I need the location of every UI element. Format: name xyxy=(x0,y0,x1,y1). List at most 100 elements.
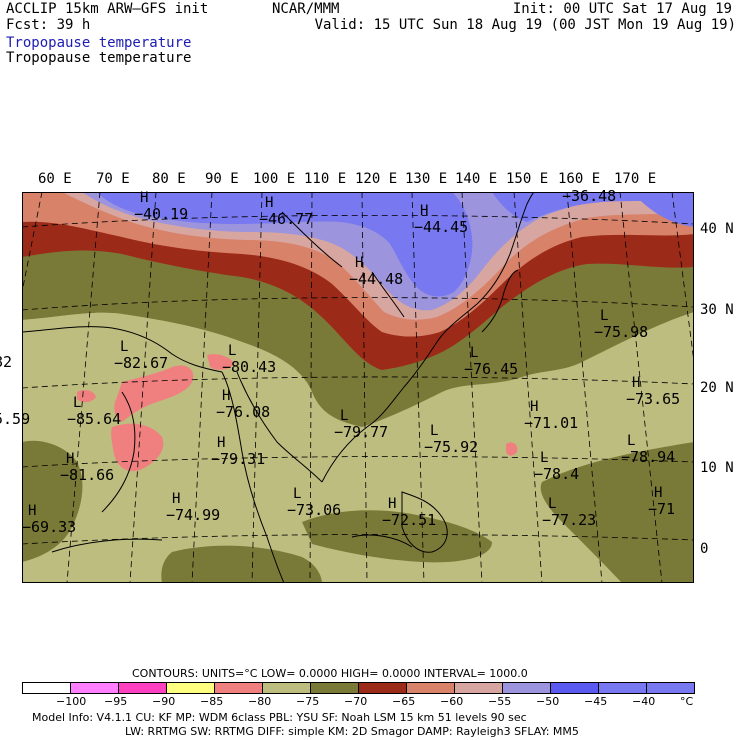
extremum-value: −76.08 xyxy=(216,403,271,421)
colorbar-label: −85 xyxy=(200,695,224,708)
high-marker: H xyxy=(355,255,364,271)
high-marker: H xyxy=(420,203,429,219)
colorbar-box xyxy=(550,682,599,694)
colorbar-box xyxy=(70,682,119,694)
lon-label: 60 E xyxy=(38,171,72,187)
colorbar-label: −75 xyxy=(296,695,320,708)
lon-label: 170 E xyxy=(614,171,657,187)
lat-label: 30 N xyxy=(700,302,734,318)
high-marker: H xyxy=(66,451,75,467)
lon-label: 80 E xyxy=(152,171,186,187)
colorbar-box xyxy=(598,682,647,694)
contours-info: CONTOURS: UNITS=°C LOW= 0.0000 HIGH= 0.0… xyxy=(132,667,528,680)
lat-label: 20 N xyxy=(700,380,734,396)
model-title: ACCLIP 15km ARW–GFS init xyxy=(6,1,209,17)
lon-label: 120 E xyxy=(355,171,398,187)
high-marker: H xyxy=(28,503,37,519)
fill-cold-patch xyxy=(207,354,234,370)
fill-cold-patch xyxy=(77,389,96,403)
extremum-value: −40.19 xyxy=(134,205,189,223)
extremum-value: −69.33 xyxy=(22,518,77,536)
fill-olive-center xyxy=(302,510,492,563)
extremum-value: −44.45 xyxy=(414,218,469,236)
low-marker: L xyxy=(228,343,237,359)
fill-blue-corner xyxy=(632,192,694,227)
lat-label: 10 N xyxy=(700,460,734,476)
extremum-value: −71 xyxy=(648,500,676,518)
fill-olive-sw xyxy=(22,440,83,562)
colorbar-box xyxy=(502,682,551,694)
low-marker: L xyxy=(73,395,82,411)
extremum-value: −80.43 xyxy=(222,358,277,376)
colorbar-box xyxy=(22,682,71,694)
colorbar-label: −60 xyxy=(440,695,464,708)
fill-cold-patch xyxy=(114,365,194,422)
extremum-value: −44.48 xyxy=(349,270,404,288)
colorbar-box xyxy=(646,682,695,694)
map-frame xyxy=(22,192,694,583)
extremum-value: −82.67 xyxy=(114,354,169,372)
lat-label: 0 xyxy=(700,541,709,557)
lon-label: 70 E xyxy=(96,171,130,187)
extremum-value: −79.31 xyxy=(211,450,266,468)
low-marker: L xyxy=(120,339,129,355)
colorbar-label: °C xyxy=(680,695,694,708)
lon-label: 150 E xyxy=(506,171,549,187)
coastlines xyxy=(22,192,535,583)
lon-label: 110 E xyxy=(304,171,347,187)
lon-label: 90 E xyxy=(205,171,239,187)
colorbar-box xyxy=(406,682,455,694)
colorbar-box xyxy=(262,682,311,694)
extremum-value: −76.45 xyxy=(464,360,519,378)
colorbar-box xyxy=(118,682,167,694)
high-marker: H xyxy=(172,491,181,507)
extremum-value: 82 xyxy=(0,353,13,371)
high-marker: H xyxy=(388,496,397,512)
extremum-value: 5.59 xyxy=(0,410,31,428)
field-title-contours: Tropopause temperature xyxy=(6,50,192,66)
extremum-value: −75.92 xyxy=(424,438,479,456)
model-info-line1: Model Info: V4.1.1 CU: KF MP: WDM 6class… xyxy=(32,711,527,724)
lat-label: 40 N xyxy=(700,221,734,237)
extremum-value: −72.51 xyxy=(382,511,437,529)
high-marker: H xyxy=(140,190,149,206)
extremum-value: −81.66 xyxy=(60,466,115,484)
high-marker: H xyxy=(222,388,231,404)
extremum-value: −36.48 xyxy=(562,187,617,205)
extremum-value: −75.98 xyxy=(594,323,649,341)
colorbar-label: −65 xyxy=(392,695,416,708)
colorbar-label: −50 xyxy=(536,695,560,708)
low-marker: L xyxy=(600,308,609,324)
high-marker: H xyxy=(654,485,663,501)
lon-label: 160 E xyxy=(558,171,601,187)
colorbar-label: −40 xyxy=(632,695,656,708)
low-marker: L xyxy=(540,450,549,466)
high-marker: H xyxy=(632,375,641,391)
extremum-value: −85.64 xyxy=(67,410,122,428)
colorbar-label: −55 xyxy=(488,695,512,708)
low-marker: L xyxy=(548,496,557,512)
extremum-value: −71.01 xyxy=(524,414,579,432)
extremum-value: −79.77 xyxy=(334,423,389,441)
low-marker: L xyxy=(340,408,349,424)
colorbar-label: −45 xyxy=(584,695,608,708)
low-marker: L xyxy=(430,423,439,439)
extremum-value: −77.23 xyxy=(542,511,597,529)
field-title-shaded: Tropopause temperature xyxy=(6,35,192,51)
colorbar-box xyxy=(310,682,359,694)
colorbar-box xyxy=(454,682,503,694)
extremum-value: −74.99 xyxy=(166,506,221,524)
colorbar-box xyxy=(166,682,215,694)
organization: NCAR/MMM xyxy=(272,1,340,17)
model-info-line2: LW: RRTMG SW: RRTMG DIFF: simple KM: 2D … xyxy=(125,725,579,738)
extremum-value: −78.4 xyxy=(534,465,580,483)
colorbar-label: −100 xyxy=(56,695,87,708)
low-marker: L xyxy=(627,433,636,449)
extremum-value: −73.06 xyxy=(287,501,342,519)
colorbar-box xyxy=(214,682,263,694)
lat-lon-grid xyxy=(22,192,694,583)
extremum-value: −46.77 xyxy=(259,210,314,228)
high-marker: H xyxy=(530,399,539,415)
low-marker: L xyxy=(293,486,302,502)
